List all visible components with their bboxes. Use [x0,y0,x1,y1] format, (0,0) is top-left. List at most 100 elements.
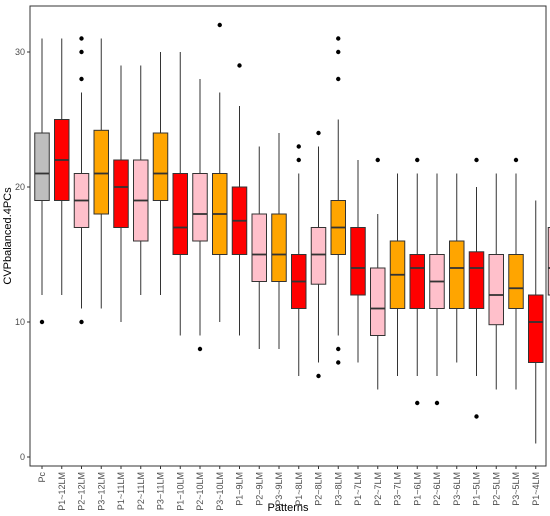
box-P3~7LM [389,173,406,376]
y-tick-label: 10 [15,317,25,327]
outlier-point [336,346,341,352]
box-P3~6LM [449,173,465,363]
box-P2~5LM [488,173,504,390]
box-P1~9LM [231,63,248,336]
box-body [172,173,188,255]
x-tick-label: P3~8LM [333,472,343,506]
box-body [528,294,544,363]
x-tick-label: P1~8LM [294,472,304,506]
x-tick-label: P1~12LM [57,472,67,511]
box-P2~12LM [73,36,90,325]
box-body [271,213,287,282]
box-P1~5LM [468,157,485,419]
box-P1~10LM [172,52,188,336]
box-Pc [34,38,50,325]
box-P1~11LM [113,65,129,322]
x-tick-label: P3~9LM [274,472,284,506]
x-tick-label: P2~11LM [136,472,146,510]
x-tick-label: P2~5LM [491,472,501,506]
outlier-point [336,76,341,82]
box-P3~9LM [271,133,287,349]
x-tick-label: P2~12LM [77,472,87,511]
outlier-point [415,157,420,163]
box-body [152,132,169,201]
box-P1~4LM [528,200,544,444]
x-tick-label: P2~7LM [373,472,383,506]
box-body [113,159,129,228]
outlier-point [474,157,479,163]
outlier-point [79,319,84,325]
outlier-point [296,144,301,149]
outlier-point [415,400,420,406]
box-P2~11LM [133,65,149,295]
plot-panel [29,5,547,467]
box-body [192,173,208,242]
box-P1~7LM [350,160,366,363]
outlier-point [79,76,84,82]
outlier-point [434,400,440,406]
x-tick-label: P3~11LM [156,472,166,510]
box-body [508,254,524,309]
x-tick-label: P3~7LM [393,472,403,506]
box-body [93,129,109,215]
x-tick-label: P2~10LM [195,472,205,511]
box-P3~10LM [212,22,228,322]
outlier-point [237,63,242,68]
outlier-point [39,319,45,325]
box-body [449,240,465,309]
outlier-point [316,130,321,136]
outlier-point [375,157,380,163]
outlier-point [336,49,341,55]
x-tick-label: P2~8LM [314,472,324,506]
x-tick-label: Pc [37,472,47,483]
box-P1~12LM [54,38,70,295]
outlier-point [217,22,222,28]
box-body [34,132,50,201]
x-tick-label: P1~10LM [175,472,185,511]
box-body [370,267,386,336]
x-axis: Pc P1~12LM P2~12LM P3~12LM P1~11LM P2~11LM P3~… [37,466,541,511]
outlier-point [336,36,341,41]
outlier-point [197,346,203,352]
box-P2~7LM [370,157,386,390]
x-tick-label: P1~9LM [235,472,245,506]
box-body [488,254,504,326]
outlier-point [316,373,321,379]
y-tick-label: 0 [20,452,25,462]
x-tick-label: P2~9LM [254,472,264,506]
y-axis-title: CVPbalanced.4PCs [2,187,14,285]
box-body [251,213,267,282]
x-tick-label: P1~6LM [412,472,422,506]
outlier-point [336,360,341,365]
x-tick-label: P1~4LM [531,472,541,506]
box-body [468,251,485,310]
box-body [547,227,550,296]
box-body [350,227,366,296]
x-axis-title: Patterns [268,502,309,514]
box-body [409,254,425,309]
box-P2~4LM [547,227,550,296]
x-tick-label: P1~11LM [116,472,126,510]
outlier-point [79,49,84,55]
box-P3~11LM [152,52,169,295]
box-P2~8LM [310,130,327,379]
outlier-point [296,157,301,163]
outlier-point [474,414,479,419]
x-tick-label: P1~7LM [353,472,363,506]
box-P2~6LM [429,173,445,406]
x-tick-label: P3~10LM [215,472,225,511]
x-tick-label: P2~6LM [432,472,442,506]
box-P3~5LM [508,157,524,390]
y-axis: 0 10 20 30 [15,47,30,462]
box-P2~10LM [192,79,208,352]
x-tick-label: P3~5LM [511,472,521,506]
box-body [310,227,327,285]
x-tick-label: P3~12LM [96,472,106,511]
y-tick-label: 30 [15,47,25,57]
box-P1~6LM [409,157,425,406]
box-P3~8LM [330,36,346,365]
x-tick-label: P1~5LM [472,472,482,506]
box-P2~9LM [251,146,267,349]
outlier-point [79,36,84,41]
